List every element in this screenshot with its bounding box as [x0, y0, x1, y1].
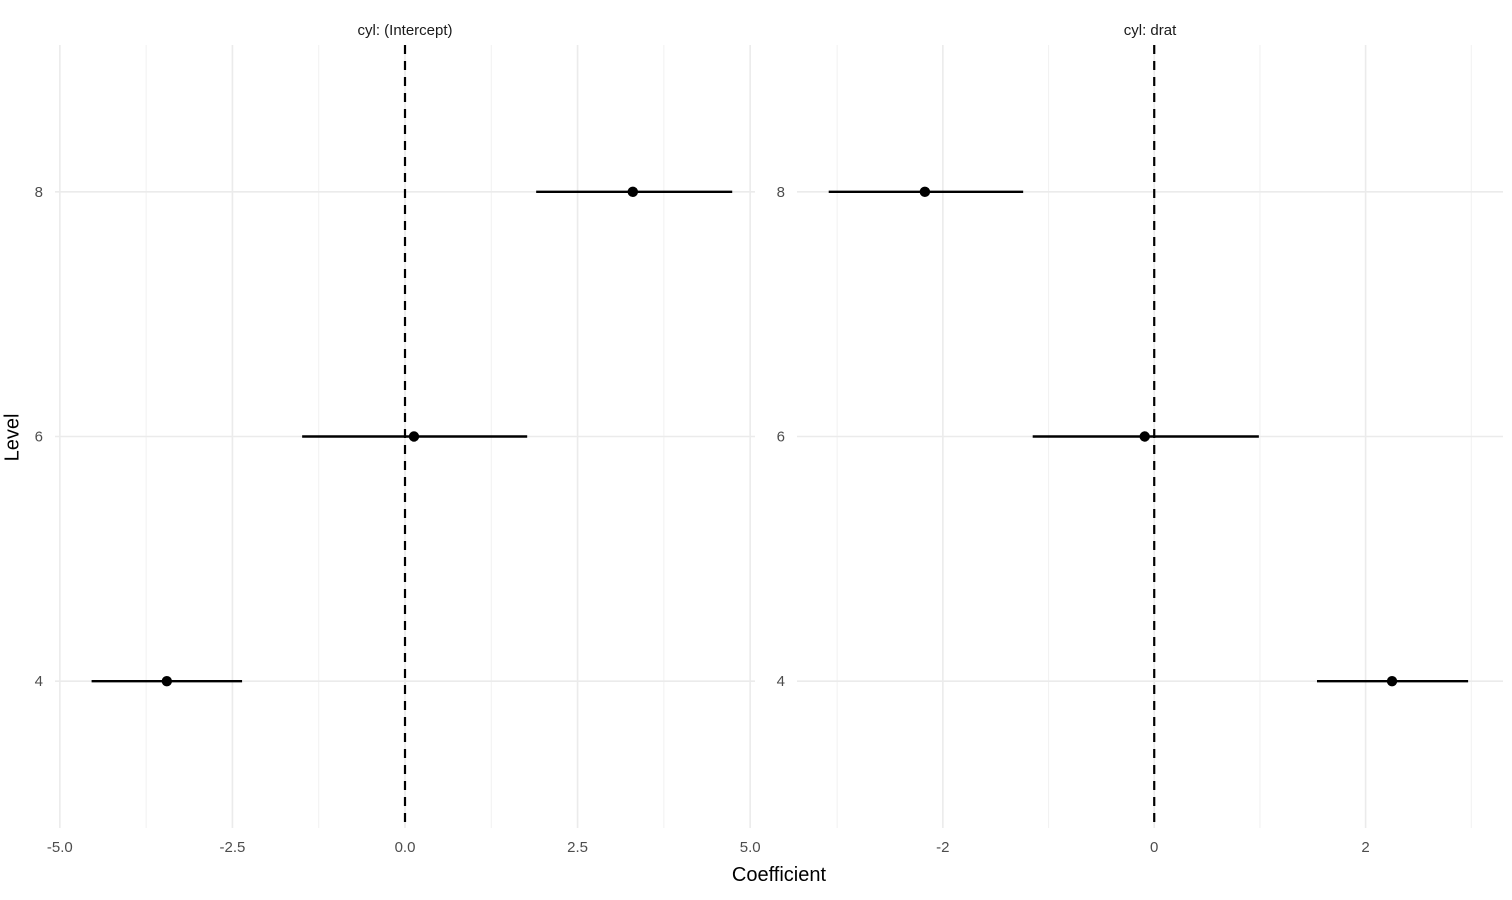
x-tick-label: -2.5 [219, 839, 245, 856]
x-tick-label: 0.0 [395, 839, 416, 856]
y-tick-label: 4 [777, 673, 785, 690]
point-estimate [408, 431, 420, 442]
point-estimate [1386, 675, 1398, 687]
y-tick-label: 6 [777, 429, 785, 446]
y-tick-label: 8 [35, 184, 43, 201]
y-axis-title: Level [1, 413, 24, 462]
y-tick-label: 8 [777, 184, 785, 201]
facet-title-drat: cyl: drat [1123, 22, 1177, 39]
y-tick-label: 4 [35, 673, 43, 690]
facet-panel-drat: -2 0 2 4 6 8 [777, 45, 1503, 856]
x-tick-label: 5.0 [740, 839, 761, 856]
x-tick-label: -2 [936, 839, 949, 856]
point-estimate [627, 186, 639, 198]
point-estimate [919, 186, 931, 198]
x-axis-title: Coefficient [731, 864, 827, 886]
facet-panel-intercept: -5.0 -2.5 0.0 2.5 5.0 4 6 8 [35, 45, 761, 856]
y-tick-label: 6 [35, 429, 43, 446]
x-tick-label: 2.5 [567, 839, 588, 856]
x-tick-label: 0 [1150, 839, 1158, 856]
point-estimate [161, 675, 173, 687]
x-tick-label: 2 [1361, 839, 1369, 856]
facet-title-intercept: cyl: (Intercept) [357, 22, 453, 39]
x-tick-label: -5.0 [47, 839, 73, 856]
point-estimate [1139, 431, 1150, 442]
